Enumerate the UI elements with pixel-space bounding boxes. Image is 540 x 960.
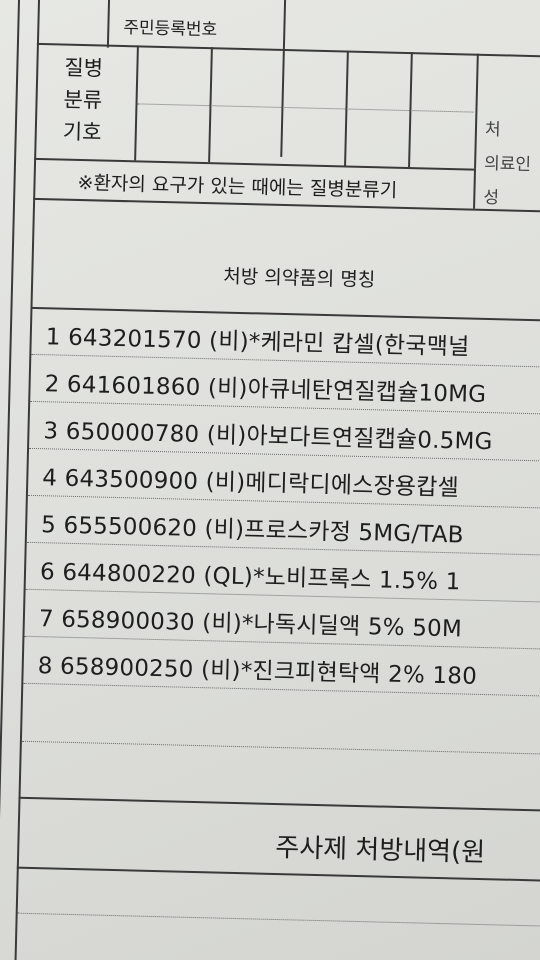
disease-code-label-2: 분류 xyxy=(63,87,103,113)
row-number: 2 xyxy=(44,371,60,398)
row-number: 4 xyxy=(42,465,58,492)
drug-code: 644800220 xyxy=(62,559,197,589)
drug-name: (비)아보다트연질캡슐0.5MG xyxy=(206,422,493,456)
drug-name: (비)메디락디에스장용캅셀 xyxy=(205,469,460,502)
row-number: 7 xyxy=(38,606,55,633)
drug-name: (비)*케라민 캅셀(한국맥널 xyxy=(208,328,470,361)
drug-code: 655500620 xyxy=(63,512,198,542)
drug-code: 650000780 xyxy=(65,418,200,448)
drug-name: (비)*나독시딜액 5% 50M xyxy=(201,610,463,643)
prescription-list: 1 643201570 (비)*케라민 캅셀(한국맥널 2 641601860 … xyxy=(0,0,540,755)
resident-row-bottom-line xyxy=(36,42,540,59)
notice-text: ※환자의 요구가 있는 때에는 질병분류기 xyxy=(77,171,398,202)
resident-number-label: 주민등록번호 xyxy=(123,18,218,41)
row-number: 8 xyxy=(37,653,53,680)
resident-number-divider xyxy=(280,0,287,157)
medication-name-column-header: 처방 의약품의 명칭 xyxy=(223,265,376,292)
notice-bottom-line xyxy=(33,197,540,214)
drug-code: 658900030 xyxy=(60,606,196,636)
injection-section-bottom-line xyxy=(16,866,540,882)
disease-code-label-1: 질병 xyxy=(64,55,104,81)
row-number: 3 xyxy=(43,418,59,445)
row-number: 6 xyxy=(39,559,56,586)
drug-name: (비)아큐네탄연질캡슐10MG xyxy=(207,375,487,408)
prescriber-label-1: 처 xyxy=(484,119,501,141)
injection-section-title: 주사제 처방내역(원 xyxy=(274,832,486,869)
empty-row-separator xyxy=(21,740,540,755)
row-number: 1 xyxy=(45,324,61,351)
disease-code-label-3: 기호 xyxy=(62,119,102,145)
injection-section-top-line xyxy=(18,796,540,812)
drug-code: 643500900 xyxy=(64,465,199,495)
drug-name: (비)*진크피현탁액 2% 180 xyxy=(200,657,478,690)
drug-name: (비)프로스카정 5MG/TAB xyxy=(204,516,464,549)
row-number: 5 xyxy=(40,512,57,539)
header-col-divider xyxy=(106,0,111,48)
drug-code: 641601860 xyxy=(66,371,201,402)
injection-row-separator xyxy=(17,912,540,927)
prescriber-label-2: 의료인 xyxy=(483,153,532,176)
drug-code: 658900250 xyxy=(59,653,194,683)
drug-code: 643201570 xyxy=(67,324,202,355)
prescriber-divider xyxy=(473,168,477,209)
disease-code-dotted-line xyxy=(137,103,474,113)
disease-code-cell-4 xyxy=(474,53,479,169)
drug-name: (QL)*노비프록스 1.5% 1 xyxy=(203,563,461,596)
left-inner-border xyxy=(13,0,41,960)
